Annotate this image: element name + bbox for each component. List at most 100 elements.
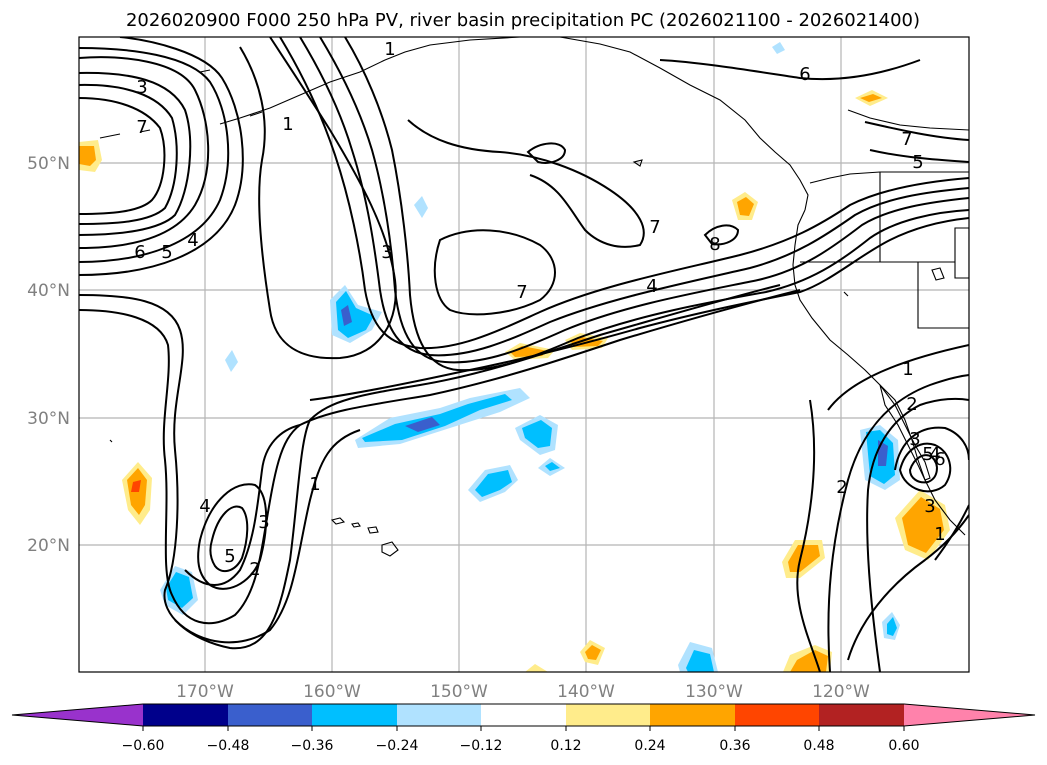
- colorbar: −0.60 −0.48 −0.36 −0.24 −0.12 0.12 0.24 …: [11, 703, 1036, 754]
- precip-region-r: [525, 640, 832, 672]
- colorbar-segment-4: [397, 704, 481, 726]
- contour-label-22: 3: [909, 429, 920, 450]
- pv-contour-east-ring-2: [866, 397, 969, 672]
- pv-contour-east-ring-3: [894, 426, 969, 471]
- precip-region-a: [330, 285, 382, 343]
- contour-label-28: 1: [934, 524, 945, 545]
- us-canada-border: [809, 171, 969, 184]
- pv-contour-western-ridge-4: [79, 56, 210, 249]
- contour-label-27: 3: [924, 496, 935, 517]
- precip-region-i: [882, 612, 900, 640]
- lon-label-120w: 120°W: [812, 682, 870, 702]
- colorbar-segment-3: [312, 704, 397, 726]
- pv-contour-north-6: [659, 59, 921, 81]
- coastlines: [99, 37, 969, 557]
- pv-contour-tail-1: [174, 429, 361, 644]
- map-frame: [78, 36, 970, 673]
- pv-contour-east-ring-4: [898, 442, 952, 493]
- contour-label-21: 2: [906, 394, 917, 415]
- pv-contour-north-7: [864, 121, 969, 141]
- pv-contour-north-5: [869, 149, 969, 163]
- pv-contour-central-low: [433, 229, 556, 316]
- pv-contour-western-ridge-1: [79, 71, 192, 236]
- contour-label-6: 3: [381, 242, 392, 263]
- contour-label-13: 7: [901, 129, 912, 150]
- colorbar-tick-label: −0.24: [376, 738, 419, 754]
- pv-contour-western-ridge-3: [79, 97, 166, 215]
- lon-label-130w: 130°W: [685, 682, 743, 702]
- precip-region-b: [355, 388, 530, 448]
- pv-contour-labels: 3 7 6 5 4 1 3 1 7 7 8 4 6 7 5 1 2 3 4 5: [134, 39, 945, 580]
- pv-contour-sw-2: [827, 344, 969, 411]
- contour-label-18: 4: [199, 496, 210, 517]
- pv-contour-northeast-7: [407, 119, 645, 248]
- pv-contour-western-ridge-5: [79, 47, 230, 263]
- pv-contour-sw-1: [796, 399, 821, 672]
- precip-region-e: [538, 458, 565, 476]
- map-panel: 3 7 6 5 4 1 3 1 7 7 8 4 6 7 5 1 2 3 4 5: [27, 36, 970, 702]
- contour-label-3: 5: [161, 242, 172, 263]
- precip-negative-regions: [160, 42, 900, 672]
- contour-label-19: 5: [224, 546, 235, 567]
- pv-contour-east-outer-1: [847, 514, 969, 661]
- colorbar-segment-6: [566, 704, 650, 726]
- pv-contour-inner-4: [197, 483, 268, 590]
- colorbar-segment-7: [650, 704, 735, 726]
- contour-label-7: 1: [384, 39, 395, 60]
- colorbar-tick-label: −0.48: [207, 738, 250, 754]
- precip-region-k: [79, 140, 102, 172]
- contour-label-12: 6: [799, 64, 810, 85]
- colorbar-segment-5: [481, 704, 566, 726]
- hawaii-islands: [330, 517, 399, 557]
- contour-label-26: 2: [836, 477, 847, 498]
- lon-label-150w: 150°W: [430, 682, 488, 702]
- colorbar-segment-8: [735, 704, 819, 726]
- precip-region-p: [782, 540, 825, 578]
- pv-contour-closed-small: [526, 142, 567, 164]
- precip-region-j: [225, 42, 785, 372]
- colorbar-ticks: [142, 726, 905, 731]
- contour-label-9: 7: [649, 217, 660, 238]
- latitude-labels: 50°N 40°N 30°N 20°N: [27, 154, 70, 556]
- pv-contour-trough-f: [344, 37, 969, 372]
- pv-contour-east-outer-2: [934, 504, 969, 561]
- pv-contour-western-ridge-6: [79, 37, 244, 276]
- lat-label-40n: 40°N: [27, 281, 70, 301]
- lat-label-20n: 20°N: [27, 536, 70, 556]
- colorbar-tick-label: 0.60: [888, 738, 919, 754]
- pv-contour-tail-2: [184, 424, 301, 586]
- pv-contour-trough-e: [319, 37, 969, 364]
- contour-label-14: 5: [912, 152, 923, 173]
- precip-region-h: [678, 642, 718, 672]
- colorbar-tick-label: −0.12: [460, 738, 503, 754]
- colorbar-tick-label: 0.48: [803, 738, 834, 754]
- contour-label-15: 1: [309, 474, 320, 495]
- contour-label-23: 4: [929, 444, 940, 465]
- pv-contour-inner-5: [209, 505, 249, 573]
- pv-contour-trough-d: [299, 37, 969, 357]
- figure-title: 2026020900 F000 250 hPa PV, river basin …: [126, 10, 920, 31]
- contour-label-10: 8: [709, 234, 720, 255]
- colorbar-extend-low: [12, 704, 143, 726]
- colorbar-segment-2: [228, 704, 312, 726]
- contour-label-1: 7: [136, 117, 147, 138]
- longitude-labels: 170°W 160°W 150°W 140°W 130°W 120°W: [176, 682, 870, 702]
- lon-label-170w: 170°W: [176, 682, 234, 702]
- pv-contour-east-ring-1: [827, 374, 969, 672]
- contour-label-11: 4: [646, 276, 657, 297]
- contour-label-4: 4: [187, 230, 198, 251]
- colorbar-tick-labels: −0.60 −0.48 −0.36 −0.24 −0.12 0.12 0.24 …: [122, 738, 920, 754]
- contour-label-0: 3: [136, 77, 147, 98]
- contour-label-2: 6: [134, 242, 145, 263]
- contour-label-17: 3: [258, 512, 269, 533]
- contour-label-8: 7: [516, 282, 527, 303]
- colorbar-tick-label: 0.36: [719, 738, 750, 754]
- colorbar-tick-label: −0.36: [291, 738, 334, 754]
- contour-label-24: 5: [922, 444, 933, 465]
- pv-contour-trough-b: [239, 37, 397, 360]
- contour-label-5: 1: [282, 114, 293, 135]
- contour-label-20: 1: [902, 359, 913, 380]
- lat-label-50n: 50°N: [27, 154, 70, 174]
- colorbar-tick-label: 0.24: [634, 738, 665, 754]
